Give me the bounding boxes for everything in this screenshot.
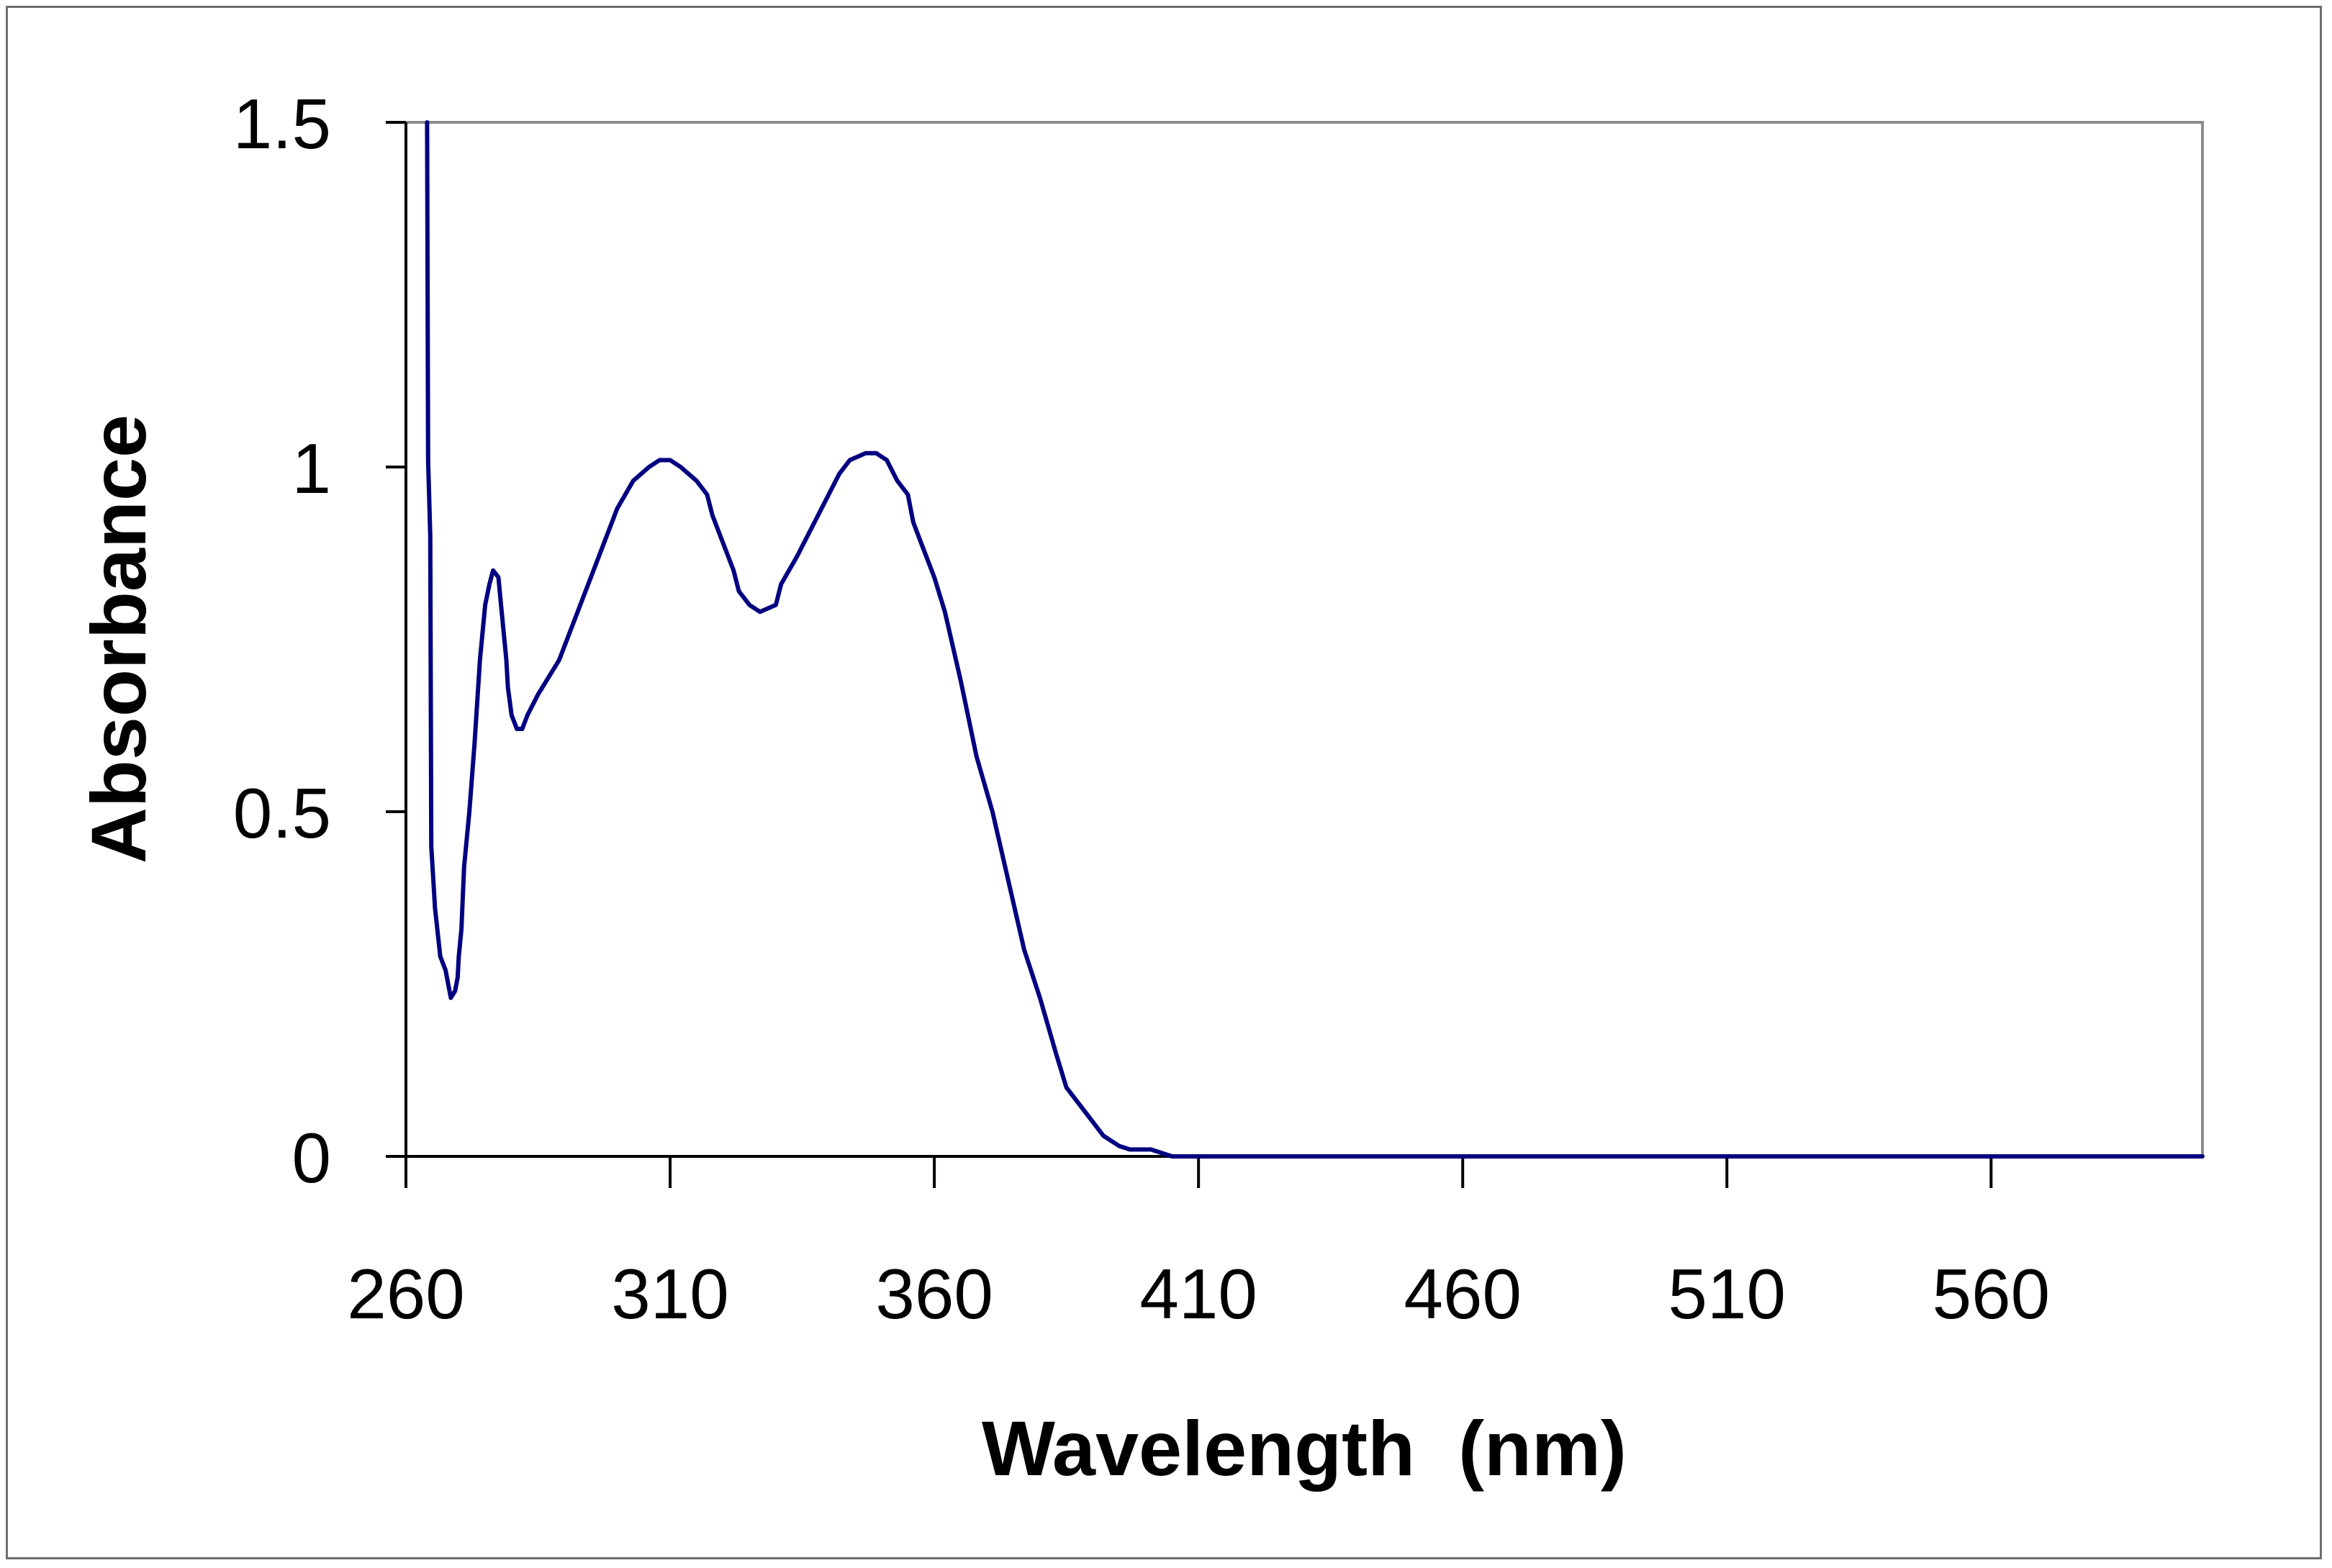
x-tick-label: 560 <box>1933 1254 2051 1333</box>
y-tick-label: 1.5 <box>233 84 331 163</box>
x-tick-label: 360 <box>875 1254 993 1333</box>
x-tick-label: 460 <box>1404 1254 1522 1333</box>
y-tick-label: 0.5 <box>233 774 331 853</box>
x-axis-title: Wavelength (nm) <box>982 1405 1627 1492</box>
x-tick-label: 510 <box>1668 1254 1786 1333</box>
x-tick-label: 410 <box>1139 1254 1257 1333</box>
absorbance-series-line <box>425 120 2205 1159</box>
y-axis-title: Absorbance <box>75 414 162 864</box>
plot-area <box>405 121 2204 1158</box>
y-tick-label: 1 <box>292 429 331 508</box>
y-tick-label: 0 <box>292 1118 331 1197</box>
x-tick-label: 310 <box>611 1254 729 1333</box>
x-tick-label: 260 <box>347 1254 465 1333</box>
